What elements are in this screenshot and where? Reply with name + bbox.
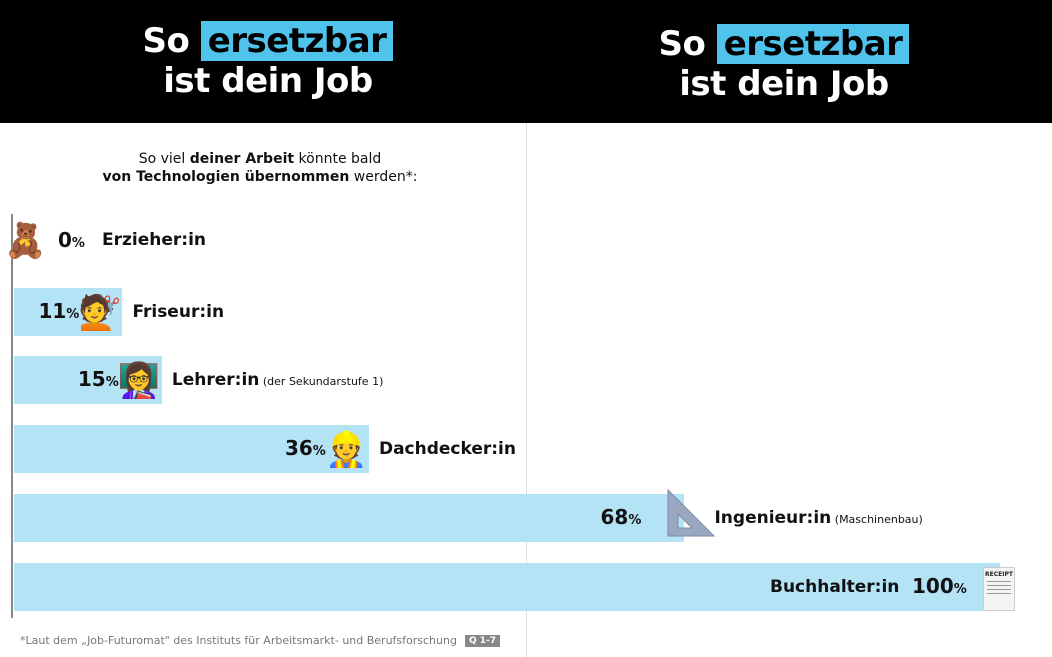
value-label: 36% (284, 436, 326, 460)
hairdresser-icon: 💇 (78, 293, 121, 333)
construction-worker-icon: 👷 (324, 430, 368, 470)
category-label: Erzieher:in (102, 230, 206, 250)
chart-axis (11, 214, 13, 618)
page-divider (526, 123, 527, 657)
category-label: Lehrer:in (der Sekundarstufe 1) (171, 370, 384, 390)
category-label: Friseur:in (132, 302, 225, 322)
subtitle-text: werden*: (349, 169, 418, 185)
category-label: Ingenieur:in (Maschinenbau) (714, 508, 923, 528)
teacher-icon: 👩‍🏫 (117, 361, 161, 401)
title-right: So ersetzbar ist dein Job (626, 24, 942, 104)
value-label: 0% (58, 228, 85, 252)
subtitle-bold: von Technologien übernommen (102, 169, 350, 185)
chart-subtitle: So viel deiner Arbeit könnte bald von Te… (60, 150, 460, 186)
title-line2: ist dein Job (679, 64, 889, 104)
teddy-bear-icon: 🧸 (4, 221, 47, 261)
bar-2 (14, 356, 162, 404)
bar-5 (14, 563, 1000, 611)
subtitle-text: So viel (138, 151, 190, 167)
value-label: 15% (77, 367, 119, 391)
value-label: 68% (600, 505, 642, 529)
value-label: 100% (912, 574, 967, 598)
footnote: *Laut dem „Job-Futuromat" des Instituts … (20, 634, 500, 647)
value-label: 11% (38, 299, 80, 323)
title-line2: ist dein Job (163, 61, 373, 101)
title-so: So (658, 24, 706, 64)
set-square-icon (667, 488, 716, 537)
title-highlight: ersetzbar (200, 21, 394, 61)
title-highlight: ersetzbar (716, 24, 910, 64)
bar-3 (14, 425, 369, 473)
title-left: So ersetzbar ist dein Job (110, 21, 426, 101)
category-label: Dachdecker:in (378, 439, 516, 459)
receipt-title: RECEIPT (985, 571, 1013, 578)
receipt-icon: RECEIPT (983, 567, 1015, 611)
footnote-text: *Laut dem „Job-Futuromat" des Instituts … (20, 634, 457, 647)
category-label: Buchhalter:in (770, 577, 900, 597)
subtitle-bold: deiner Arbeit (189, 151, 295, 167)
subtitle-text: könnte bald (294, 151, 382, 167)
header-banner: So ersetzbar ist dein Job So ersetzbar i… (0, 0, 1052, 123)
page-badge: Q 1-7 (464, 635, 500, 647)
bar-1 (14, 288, 123, 336)
title-so: So (142, 21, 190, 61)
bar-4 (14, 494, 685, 542)
